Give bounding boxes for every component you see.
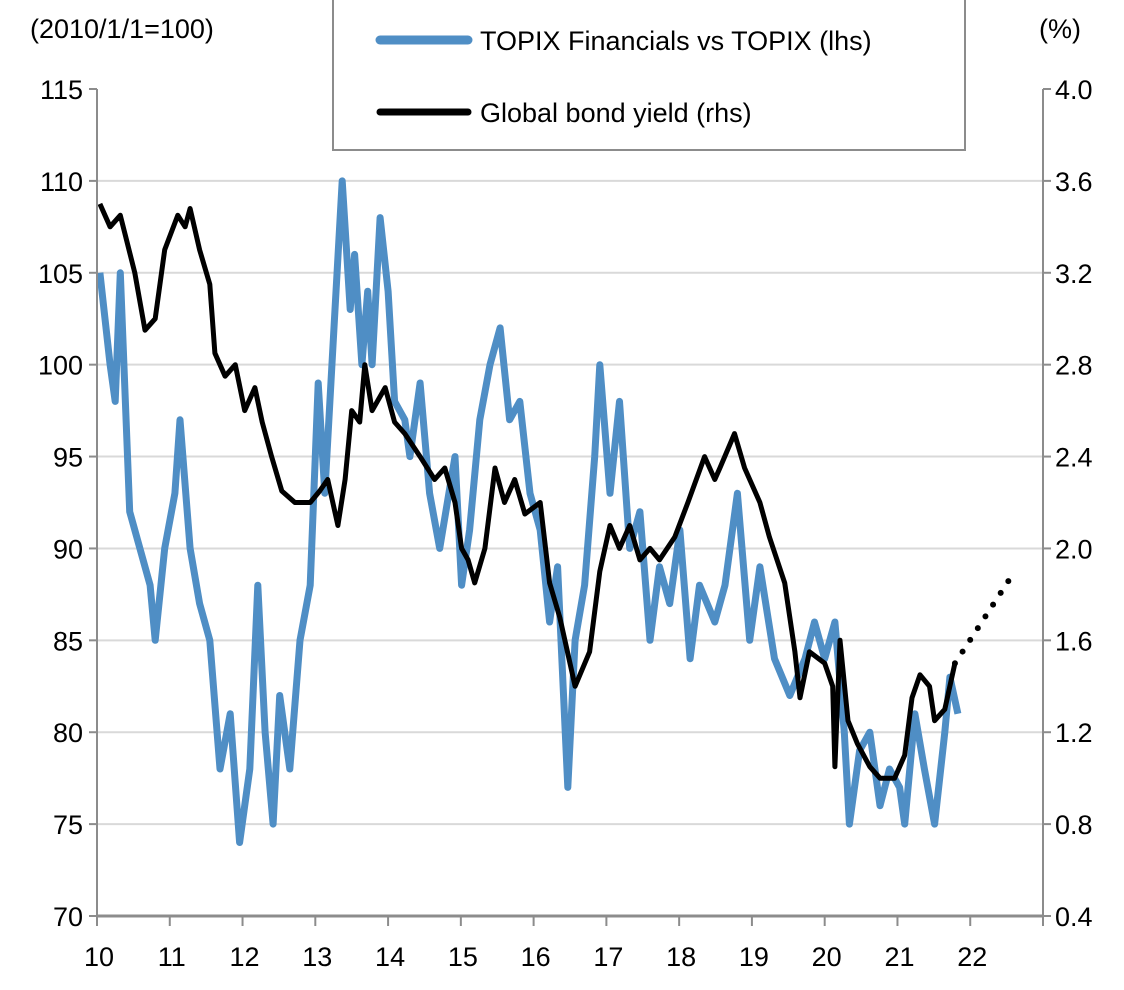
- right-tick-label: 2.4: [1055, 443, 1093, 473]
- left-tick-label: 110: [40, 167, 83, 197]
- legend-box: [332, 0, 966, 151]
- left-tick-label: 70: [53, 902, 83, 932]
- right-tick-label: 2.0: [1055, 534, 1093, 564]
- x-tick-label: 14: [375, 942, 405, 972]
- series-yield-projection: [951, 568, 1018, 667]
- right-tick-label: 4.0: [1055, 75, 1093, 105]
- right-tick-label: 3.6: [1055, 167, 1093, 197]
- series-financials-line: [96, 177, 962, 846]
- x-tick-label: 21: [884, 942, 914, 972]
- left-axis-unit: (2010/1/1=100): [30, 14, 214, 44]
- legend: TOPIX Financials vs TOPIX (lhs) Global b…: [332, 0, 966, 151]
- right-tick-label: 0.4: [1055, 902, 1093, 932]
- legend-label-yield: Global bond yield (rhs): [480, 98, 752, 128]
- left-tick-label: 85: [53, 626, 83, 656]
- left-tick-label: 105: [38, 259, 83, 289]
- legend-label-financials: TOPIX Financials vs TOPIX (lhs): [480, 26, 872, 56]
- x-tick-label: 10: [84, 942, 114, 972]
- right-tick-label: 0.8: [1055, 810, 1093, 840]
- left-tick-label: 80: [53, 718, 83, 748]
- axes: 70 0.4 75 0.8 80 1.2 85 1.6 90 2.0 95 2.4 100 2.8 105 3…: [38, 75, 1093, 972]
- right-axis-unit: (%): [1039, 14, 1081, 44]
- left-tick-label: 100: [38, 351, 83, 381]
- right-tick-label: 1.2: [1055, 718, 1093, 748]
- left-tick-label: 75: [53, 810, 83, 840]
- series-lines: [96, 177, 1018, 846]
- x-tick-label: 13: [302, 942, 332, 972]
- x-tick-label: 19: [739, 942, 769, 972]
- series-yield-line: [97, 202, 958, 781]
- x-tick-label: 16: [521, 942, 551, 972]
- x-tick-label: 22: [957, 942, 987, 972]
- x-tick-label: 20: [812, 942, 842, 972]
- x-tick-label: 15: [448, 942, 478, 972]
- x-tick-label: 18: [666, 942, 696, 972]
- x-tick-label: 17: [593, 942, 623, 972]
- right-tick-label: 2.8: [1055, 351, 1093, 381]
- x-tick-label: 11: [158, 942, 186, 972]
- left-tick-label: 115: [40, 75, 83, 105]
- left-tick-label: 95: [53, 443, 83, 473]
- x-tick-label: 12: [230, 942, 260, 972]
- right-tick-label: 3.2: [1055, 259, 1093, 289]
- right-tick-label: 1.6: [1055, 626, 1093, 656]
- left-tick-label: 90: [53, 534, 83, 564]
